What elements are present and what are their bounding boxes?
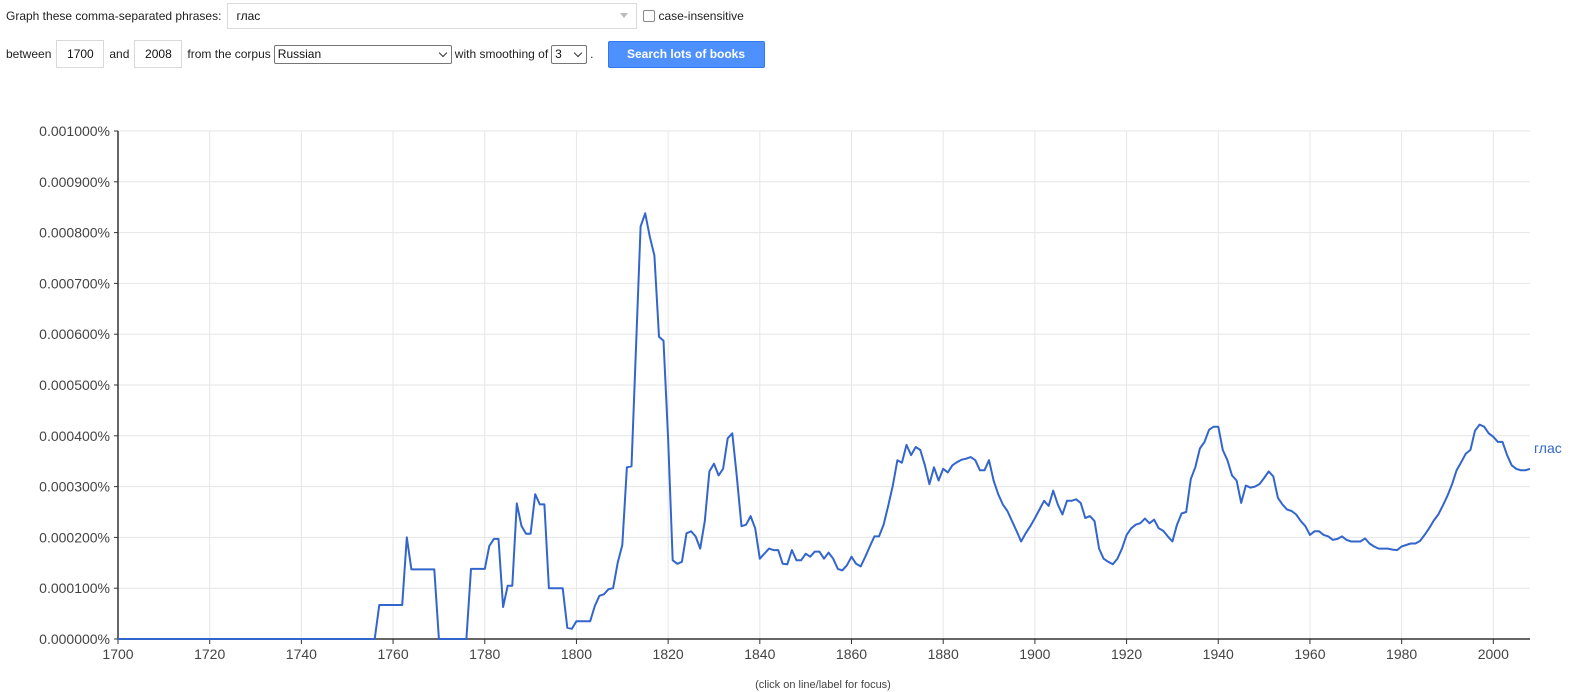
x-tick-label: 1740 [286, 646, 317, 662]
y-tick-label: 0.000600% [39, 326, 110, 342]
y-tick-label: 0.000700% [39, 275, 110, 291]
x-tick-label: 1700 [102, 646, 133, 662]
and-label: and [109, 47, 130, 61]
year-end-input[interactable]: 2008 [134, 40, 183, 68]
x-tick-label: 1900 [1019, 646, 1050, 662]
y-tick-label: 0.000100% [39, 580, 110, 596]
y-axis-labels: 0.000000% 0.000100% 0.000200% 0.000300% 0.00… [39, 123, 110, 647]
year-start-input[interactable]: 1700 [56, 40, 105, 68]
x-axis-labels: 1700 1720 1740 1760 1780 1800 1820 1840 1860 1880… [102, 646, 1509, 662]
x-tick-label: 1920 [1111, 646, 1142, 662]
search-button[interactable]: Search lots of books [607, 40, 765, 68]
x-tick-label: 1820 [653, 646, 684, 662]
options-row: between 1700 and 2008 from the corpus Ru… [6, 40, 765, 68]
case-insensitive-checkbox[interactable] [643, 10, 656, 22]
smoothing-label: with smoothing of [454, 47, 549, 61]
x-tick-label: 1800 [561, 646, 592, 662]
phrase-row: Graph these comma-separated phrases: гла… [6, 2, 744, 30]
y-tick-label: 0.000500% [39, 377, 110, 393]
focus-hint: (click on line/label for focus) [755, 679, 891, 691]
chart-grid [118, 130, 1530, 639]
smoothing-select-value: 3 [555, 47, 562, 61]
corpus-select[interactable]: Russian [273, 44, 452, 64]
phrase-input[interactable]: глас [227, 3, 638, 29]
x-tick-label: 2000 [1478, 646, 1509, 662]
x-tick-label: 1780 [469, 646, 500, 662]
chart-axes [114, 130, 1530, 644]
phrase-input-value: глас [236, 9, 261, 23]
corpus-label: from the corpus [187, 47, 271, 61]
series-group[interactable]: глас [118, 212, 1562, 640]
case-insensitive-label[interactable]: case-insensitive [658, 9, 744, 23]
x-tick-label: 1720 [194, 646, 225, 662]
x-tick-label: 1940 [1203, 646, 1234, 662]
y-tick-label: 0.001000% [39, 123, 110, 139]
x-tick-label: 1980 [1386, 646, 1417, 662]
period-label: . [590, 47, 594, 61]
series-label[interactable]: глас [1534, 440, 1562, 456]
y-tick-label: 0.000800% [39, 225, 110, 241]
corpus-select-value: Russian [277, 47, 322, 61]
smoothing-select[interactable]: 3 [551, 44, 588, 64]
x-tick-label: 1860 [836, 646, 867, 662]
y-tick-label: 0.000300% [39, 479, 110, 495]
y-tick-label: 0.000200% [39, 529, 110, 545]
between-label: between [6, 47, 52, 61]
y-tick-label: 0.000900% [39, 174, 110, 190]
phrases-label: Graph these comma-separated phrases: [6, 9, 222, 23]
x-tick-label: 1760 [377, 646, 408, 662]
y-tick-label: 0.000000% [39, 631, 110, 647]
x-tick-label: 1840 [744, 646, 775, 662]
y-tick-label: 0.000400% [39, 428, 110, 444]
series-line[interactable] [118, 212, 1531, 640]
x-tick-label: 1880 [928, 646, 959, 662]
dropdown-arrow-icon[interactable] [620, 13, 629, 18]
x-tick-label: 1960 [1294, 646, 1325, 662]
